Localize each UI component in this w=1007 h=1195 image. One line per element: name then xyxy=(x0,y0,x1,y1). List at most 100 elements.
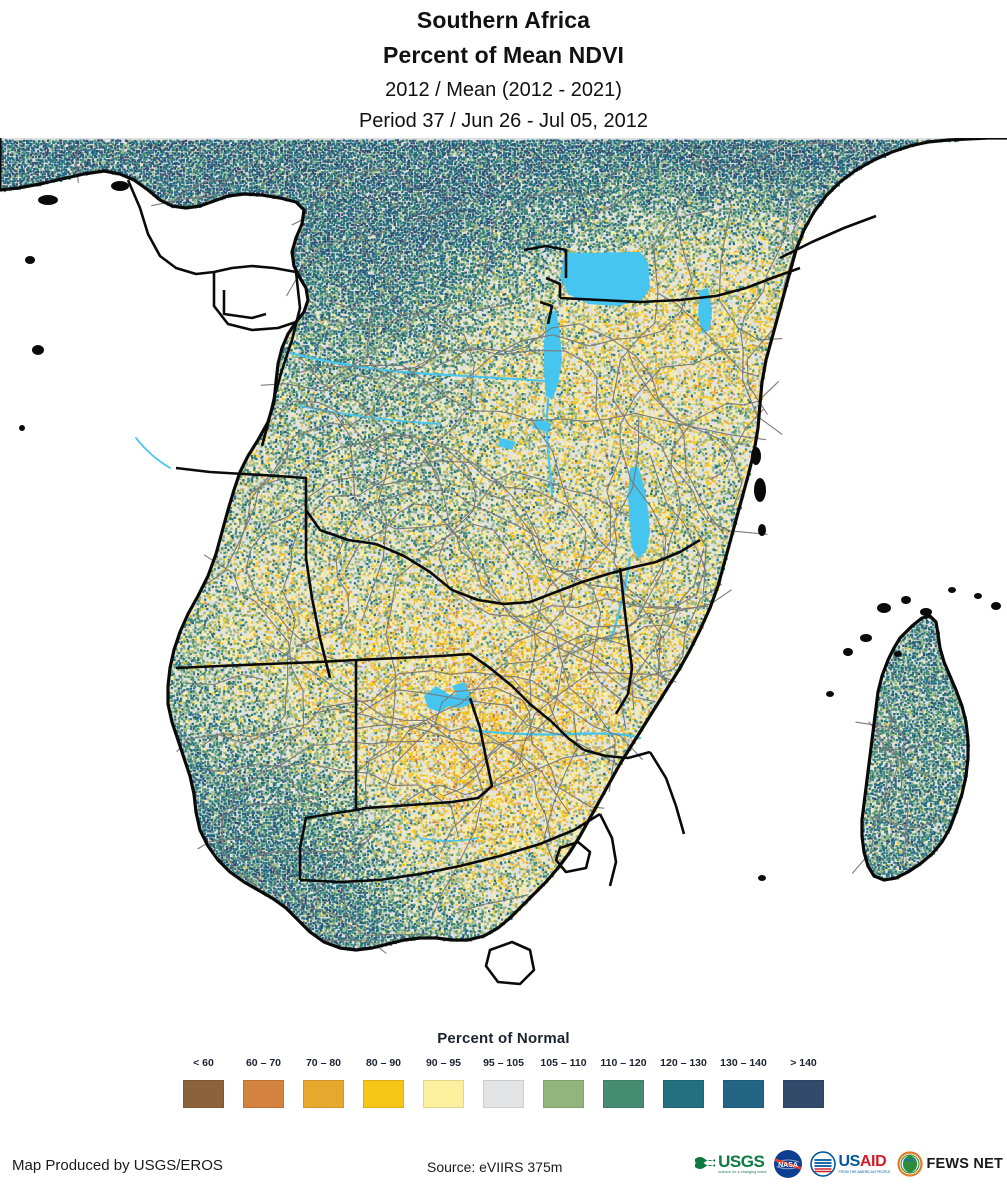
river xyxy=(468,728,642,740)
island-12 xyxy=(754,478,766,502)
admin1-border xyxy=(176,514,313,753)
legend-class-swatch xyxy=(663,1080,704,1108)
legend-class-1: 60 – 70 xyxy=(234,1056,294,1108)
river xyxy=(135,437,171,469)
country-border xyxy=(299,812,601,884)
legend-class-label: 95 – 105 xyxy=(483,1057,524,1069)
legend-title: Percent of Normal xyxy=(437,1030,570,1047)
legend-class-3: 80 – 90 xyxy=(354,1056,414,1108)
legend-class-label: 80 – 90 xyxy=(365,1057,402,1069)
admin1-border xyxy=(308,547,449,929)
map-canvas[interactable] xyxy=(0,138,1007,1030)
country-border xyxy=(175,658,357,670)
legend-class-swatch xyxy=(243,1080,284,1108)
island-2 xyxy=(32,345,44,355)
admin1-border xyxy=(649,380,780,587)
lake xyxy=(544,310,562,400)
legend-class-2: 70 – 80 xyxy=(294,1056,354,1108)
legend-class-label: 130 – 140 xyxy=(720,1057,767,1069)
fewsnet-logo[interactable]: FEWS NET xyxy=(897,1148,1003,1180)
river xyxy=(545,398,554,496)
island-16 xyxy=(974,593,982,599)
admin1-border xyxy=(366,159,550,389)
river xyxy=(289,352,561,383)
legend-class-swatch xyxy=(603,1080,644,1108)
legend-class-label: > 140 xyxy=(790,1057,817,1069)
legend-class-swatch xyxy=(363,1080,404,1108)
admin1-border xyxy=(385,686,605,809)
legend-class-8: 120 – 130 xyxy=(654,1056,714,1108)
legend-class-swatch xyxy=(423,1080,464,1108)
usgs-wave-icon xyxy=(695,1157,716,1169)
ndvi-class-pixels-6 xyxy=(2,139,971,951)
nasa-logo[interactable]: NASA xyxy=(773,1148,803,1180)
admin1-border xyxy=(151,157,260,207)
admin1-border xyxy=(349,434,587,655)
ndvi-class-pixels-4 xyxy=(4,140,968,942)
admin1-border xyxy=(561,348,739,658)
country-border xyxy=(523,244,568,278)
country-border xyxy=(629,538,701,570)
legend-class-label: 70 – 80 xyxy=(305,1057,342,1069)
admin1-border xyxy=(237,432,440,551)
country-border xyxy=(375,542,531,606)
producer-credit: Map Produced by USGS/EROS xyxy=(12,1157,223,1174)
legend-swatch-row: < 60 60 – 70 70 – 80 80 – 90 90 – 95 95 – 105… xyxy=(0,1056,1007,1108)
legend-class-label: < 60 xyxy=(193,1057,214,1069)
island-15 xyxy=(991,602,1001,610)
admin1-border xyxy=(434,323,743,510)
admin1-border xyxy=(245,476,434,668)
country-border xyxy=(614,567,634,715)
admin1-border xyxy=(890,716,909,867)
admin1-border xyxy=(328,165,633,381)
legend-class-4: 90 – 95 xyxy=(414,1056,474,1108)
legend-class-0: < 60 xyxy=(174,1056,234,1108)
country-border xyxy=(545,276,562,298)
admin1-border xyxy=(658,293,757,377)
usgs-logo[interactable]: USGS science for a changing world xyxy=(694,1148,766,1180)
admin1-border xyxy=(631,548,705,710)
island-5 xyxy=(877,603,891,613)
offshore-islands xyxy=(19,181,1001,881)
island-11 xyxy=(894,651,902,657)
country-border xyxy=(539,300,554,325)
nasa-wordmark: NASA xyxy=(779,1162,799,1169)
admin1-border xyxy=(391,745,615,811)
admin1-border xyxy=(266,400,370,451)
southern-africa-map[interactable] xyxy=(0,138,1007,1030)
admin1-border xyxy=(197,837,428,936)
legend-class-label: 120 – 130 xyxy=(660,1057,707,1069)
lake xyxy=(628,466,650,558)
usaid-logo[interactable]: USAID FROM THE AMERICAN PEOPLE xyxy=(810,1148,890,1180)
legend-class-swatch xyxy=(723,1080,764,1108)
island-14 xyxy=(758,524,766,536)
country-border xyxy=(304,510,332,679)
island-4 xyxy=(111,181,129,191)
admin1-border xyxy=(690,141,867,169)
footer: Map Produced by USGS/EROS Source: eVIIRS… xyxy=(0,1135,1007,1195)
island-17 xyxy=(758,875,766,881)
island-3 xyxy=(19,425,25,431)
nasa-meatball-icon: NASA xyxy=(774,1150,803,1178)
country-boundaries xyxy=(126,179,877,986)
legend-class-7: 110 – 120 xyxy=(594,1056,654,1108)
legend-class-label: 90 – 95 xyxy=(425,1057,462,1069)
country-border xyxy=(355,697,494,812)
data-source: Source: eVIIRS 375m xyxy=(427,1159,563,1175)
admin1-border xyxy=(698,149,783,341)
admin1-border xyxy=(342,834,373,929)
country-border xyxy=(212,272,297,332)
admin1-border xyxy=(410,209,715,424)
admin1-border xyxy=(304,405,630,530)
lake xyxy=(560,252,650,306)
usaid-us-part: US xyxy=(838,1152,860,1170)
comparison-period: 2012 / Mean (2012 - 2021) xyxy=(385,79,622,101)
country-border xyxy=(559,286,747,304)
island-10 xyxy=(843,648,853,656)
country-border xyxy=(648,751,686,835)
island-7 xyxy=(920,608,932,616)
ndvi-class-pixels-7 xyxy=(2,139,970,951)
country-border xyxy=(355,652,471,662)
legend-class-label: 60 – 70 xyxy=(245,1057,282,1069)
